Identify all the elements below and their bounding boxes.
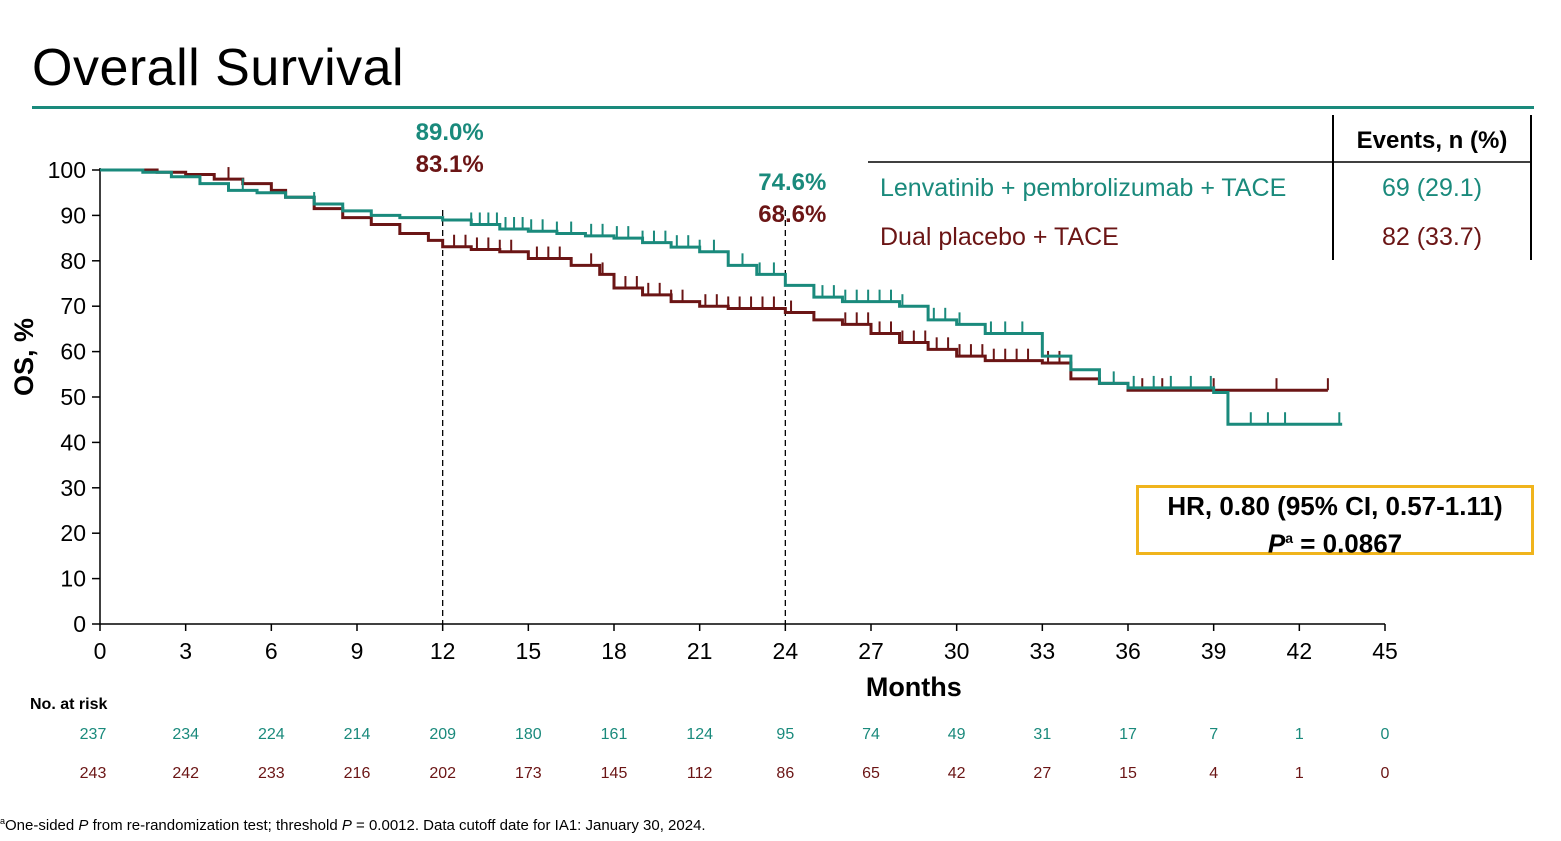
- x-axis-title: Months: [866, 672, 962, 702]
- x-tick-label: 0: [94, 638, 107, 664]
- legend-placebo: Dual placebo + TACE: [880, 223, 1119, 251]
- footnote-p2: P: [341, 817, 352, 834]
- y-tick-label: 90: [60, 202, 86, 228]
- at-risk-placebo: 0: [1381, 765, 1390, 782]
- footnote: aOne-sided P from re-randomization test;…: [0, 816, 706, 834]
- x-tick-label: 42: [1287, 638, 1313, 664]
- x-tick-label: 45: [1372, 638, 1398, 664]
- x-tick-label: 9: [351, 638, 364, 664]
- at-risk-lenvatinib: 0: [1381, 726, 1390, 743]
- at-risk-lenvatinib: 180: [515, 726, 542, 743]
- at-risk-placebo: 15: [1119, 765, 1137, 782]
- at-risk-lenvatinib: 237: [80, 726, 107, 743]
- p-sup: a: [1285, 530, 1293, 546]
- y-tick-label: 10: [60, 566, 86, 592]
- at-risk-placebo: 42: [948, 765, 966, 782]
- at-risk-placebo: 233: [258, 765, 285, 782]
- at-risk-placebo: 1: [1295, 765, 1304, 782]
- x-tick-label: 39: [1201, 638, 1227, 664]
- events-lenvatinib: 69 (29.1): [1382, 174, 1482, 202]
- at-risk-placebo: 27: [1033, 765, 1051, 782]
- landmark-label-lenvatinib: 89.0%: [416, 119, 484, 146]
- curve-lenvatinib: [100, 168, 1343, 426]
- p-value-line: Pa = 0.0867: [1139, 522, 1531, 560]
- at-risk-placebo: 4: [1209, 765, 1218, 782]
- footnote-text-2: from re-randomization test; threshold: [88, 817, 342, 834]
- at-risk-lenvatinib: 224: [258, 726, 285, 743]
- y-tick-label: 0: [73, 611, 86, 637]
- at-risk-lenvatinib: 17: [1119, 726, 1137, 743]
- y-tick-label: 50: [60, 384, 86, 410]
- at-risk-lenvatinib: 1: [1295, 726, 1304, 743]
- x-tick-label: 30: [944, 638, 970, 664]
- x-tick-label: 33: [1030, 638, 1056, 664]
- at-risk-lenvatinib: 49: [948, 726, 966, 743]
- footnote-text-3: = 0.0012. Data cutoff date for IA1: Janu…: [351, 817, 706, 834]
- page-title: Overall Survival: [32, 39, 405, 97]
- at-risk-placebo: 173: [515, 765, 542, 782]
- y-tick-label: 80: [60, 248, 86, 274]
- at-risk-lenvatinib: 214: [344, 726, 371, 743]
- x-tick-label: 3: [179, 638, 192, 664]
- x-tick-label: 21: [687, 638, 713, 664]
- footnote-text-1: One-sided: [5, 817, 79, 834]
- x-tick-label: 6: [265, 638, 278, 664]
- y-tick-label: 60: [60, 339, 86, 365]
- at-risk-placebo: 112: [687, 765, 713, 782]
- at-risk-lenvatinib: 124: [686, 726, 713, 743]
- at-risk-lenvatinib: 7: [1209, 726, 1218, 743]
- landmark-label-placebo: 68.6%: [758, 201, 826, 228]
- x-tick-label: 12: [430, 638, 456, 664]
- x-tick-label: 24: [773, 638, 799, 664]
- y-tick-label: 70: [60, 293, 86, 319]
- x-tick-label: 27: [858, 638, 884, 664]
- x-tick-label: 36: [1115, 638, 1141, 664]
- at-risk-lenvatinib: 95: [776, 726, 794, 743]
- at-risk-placebo: 145: [601, 765, 628, 782]
- y-tick-label: 30: [60, 475, 86, 501]
- p-label: P: [1267, 528, 1286, 559]
- y-axis-title: OS, %: [9, 318, 39, 396]
- y-tick-label: 40: [60, 429, 86, 455]
- at-risk-placebo: 216: [344, 765, 371, 782]
- events-placebo: 82 (33.7): [1382, 223, 1482, 251]
- events-header: Events, n (%): [1357, 127, 1508, 154]
- at-risk-placebo: 243: [80, 765, 107, 782]
- curve-placebo: [100, 168, 1328, 392]
- at-risk-lenvatinib: 234: [172, 726, 199, 743]
- y-tick-label: 20: [60, 520, 86, 546]
- at-risk-placebo: 65: [862, 765, 880, 782]
- at-risk-placebo: 242: [172, 765, 199, 782]
- at-risk-lenvatinib: 161: [601, 726, 628, 743]
- hr-line: HR, 0.80 (95% CI, 0.57-1.11): [1167, 491, 1503, 521]
- footnote-p1: P: [78, 817, 89, 834]
- at-risk-placebo: 202: [429, 765, 456, 782]
- p-value: = 0.0867: [1292, 528, 1403, 559]
- at-risk-lenvatinib: 31: [1033, 726, 1051, 743]
- at-risk-placebo: 86: [776, 765, 794, 782]
- legend-lenvatinib: Lenvatinib + pembrolizumab + TACE: [880, 174, 1286, 202]
- landmark-label-lenvatinib: 74.6%: [758, 169, 826, 196]
- footnote-sup: a: [0, 816, 6, 826]
- x-tick-label: 15: [516, 638, 542, 664]
- title-divider: [32, 106, 1534, 109]
- y-tick-label: 100: [48, 157, 86, 183]
- at-risk-lenvatinib: 209: [429, 726, 456, 743]
- at-risk-label: No. at risk: [30, 696, 107, 713]
- x-tick-label: 18: [601, 638, 627, 664]
- landmark-label-placebo: 83.1%: [416, 151, 484, 178]
- hazard-ratio-box: HR, 0.80 (95% CI, 0.57-1.11) Pa = 0.0867: [1136, 485, 1534, 559]
- at-risk-lenvatinib: 74: [862, 726, 880, 743]
